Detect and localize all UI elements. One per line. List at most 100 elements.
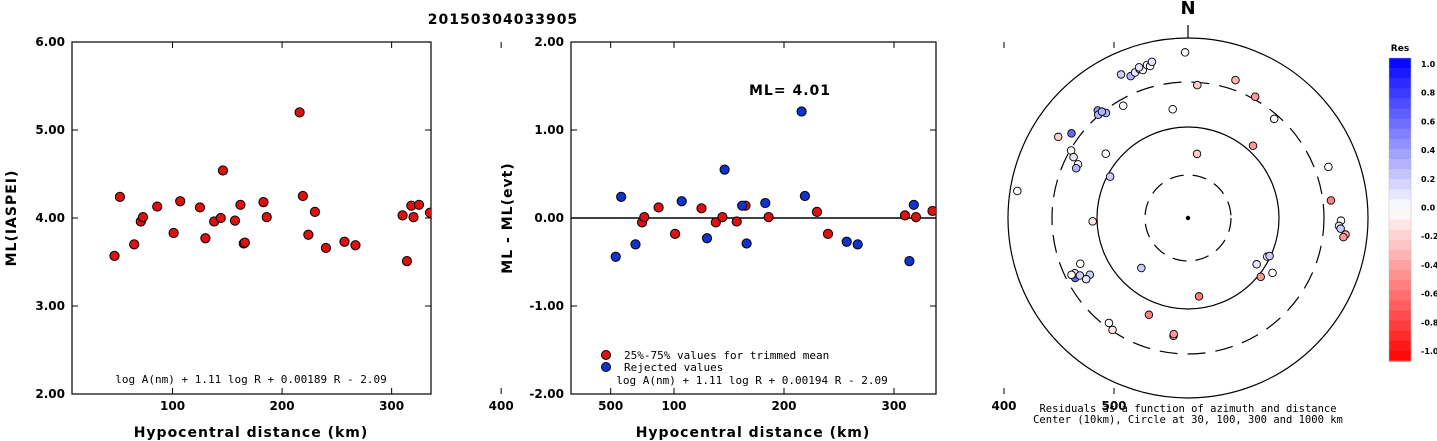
legend-accepted-marker	[601, 350, 611, 360]
station-residual-point	[1067, 129, 1076, 138]
polar-caption-line2: Center (10km), Circle at 30, 100, 300 an…	[1033, 414, 1343, 426]
ml-value-text: ML= 4.01	[749, 83, 831, 99]
colorbar-cell	[1389, 88, 1411, 99]
accepted-point	[152, 201, 163, 212]
rejected-point	[796, 106, 807, 117]
rejected-point	[676, 196, 687, 207]
accepted-point	[424, 207, 431, 218]
colorbar-cell	[1389, 169, 1411, 180]
accepted-point	[670, 228, 681, 239]
accepted-point	[710, 217, 721, 228]
station-residual-point	[1147, 57, 1157, 67]
accepted-point	[350, 240, 361, 251]
accepted-point	[129, 239, 140, 250]
station-residual-point	[1250, 92, 1260, 102]
station-residual-point	[1265, 251, 1274, 261]
colorbar-tick-label: 0.6	[1421, 117, 1436, 126]
station-residual-point	[1076, 259, 1085, 268]
rejected-point	[908, 199, 919, 210]
accepted-point	[717, 212, 728, 223]
epicenter-dot	[1185, 215, 1191, 221]
station-residual-point	[1180, 48, 1190, 57]
accepted-point	[1133, 225, 1142, 234]
colorbar-cell	[1389, 219, 1411, 231]
station-residual-point	[1137, 263, 1146, 273]
colorbar-tick-label: -0.4	[1421, 261, 1437, 270]
station-residual-point	[1069, 152, 1078, 162]
accepted-point	[114, 191, 126, 202]
accepted-point	[175, 196, 186, 207]
colorbar-cell	[1389, 270, 1411, 281]
accepted-point	[536, 177, 545, 186]
accepted-point	[339, 236, 350, 247]
colorbar-cell	[1389, 260, 1411, 271]
ml-residual-chart: -2.00 -1.00 0.00 1.00 2.00 100 200 300 400 500 ML…	[500, 35, 1150, 441]
accepted-point	[217, 165, 229, 176]
x-tick-label: 400	[991, 399, 1016, 413]
ring-30km	[1144, 174, 1232, 262]
chart1-ylabel: ML(IASPEI)	[4, 170, 20, 267]
colorbar-cell	[1389, 239, 1411, 251]
chart2-ylabel: ML - ML(evt)	[500, 162, 516, 273]
rejected-point	[987, 215, 996, 224]
accepted-point	[229, 215, 241, 226]
colorbar-cell	[1389, 148, 1411, 160]
accepted-point	[1053, 203, 1062, 212]
accepted-point	[516, 227, 525, 236]
accepted-point	[258, 197, 269, 208]
colorbar-tick-label: 0.8	[1421, 89, 1436, 98]
station-residual-point	[1105, 172, 1115, 181]
rejected-point	[841, 236, 852, 247]
station-residual-point	[1168, 105, 1177, 114]
chart2-formula: log A(nm) + 1.11 log R + 0.00194 R - 2.0…	[616, 374, 888, 387]
accepted-point	[697, 226, 706, 235]
chart1-formula: log A(nm) + 1.11 log R + 0.00189 R - 2.0…	[115, 373, 387, 386]
accepted-point	[194, 202, 206, 213]
colorbar-tick-label: 0.2	[1421, 175, 1435, 184]
ring-300km	[1051, 81, 1325, 355]
colorbar-cell	[1389, 330, 1411, 342]
station-residual-point	[1194, 292, 1204, 301]
accepted-point	[397, 210, 408, 221]
colorbar-tick-label: 0.0	[1421, 204, 1436, 213]
y-tick-label: 0.00	[534, 211, 564, 225]
rejected-point	[737, 200, 748, 211]
station-residual-point	[1053, 132, 1063, 142]
accepted-point	[109, 250, 120, 261]
accepted-point	[1141, 212, 1150, 221]
accepted-point	[137, 212, 149, 223]
accepted-point	[297, 190, 308, 202]
ring-1000km	[1007, 37, 1369, 399]
station-residual-point	[1248, 141, 1258, 151]
x-tick-label: 500	[1101, 399, 1126, 413]
legend-rejected-label: Rejected values	[624, 361, 723, 374]
rejected-point	[610, 251, 621, 262]
station-residual-point	[1118, 101, 1128, 111]
accepted-point	[587, 225, 596, 234]
y-tick-label: 2.00	[534, 35, 564, 49]
accepted-point	[606, 215, 615, 224]
accepted-point	[239, 237, 250, 248]
accepted-point	[401, 256, 413, 267]
accepted-point	[485, 216, 494, 225]
colorbar-cell	[1389, 108, 1411, 120]
station-residual-point	[1326, 196, 1336, 205]
accepted-point	[294, 107, 305, 118]
rejected-point	[1039, 176, 1048, 185]
station-residual-point	[1104, 318, 1114, 328]
accepted-point	[413, 199, 425, 210]
colorbar-cell	[1389, 229, 1411, 241]
accepted-point	[1019, 225, 1028, 234]
accepted-point	[1026, 227, 1035, 236]
station-residual-point	[1097, 107, 1107, 116]
colorbar-tick-label: -0.8	[1421, 318, 1437, 327]
accepted-point	[447, 242, 456, 251]
station-residual-point	[1071, 163, 1081, 173]
station-residual-point	[1101, 149, 1110, 158]
chart1-frame	[71, 41, 432, 395]
rejected-point	[701, 233, 713, 244]
colorbar-cell	[1389, 280, 1411, 291]
accepted-point	[200, 233, 211, 244]
accepted-point	[309, 206, 321, 217]
